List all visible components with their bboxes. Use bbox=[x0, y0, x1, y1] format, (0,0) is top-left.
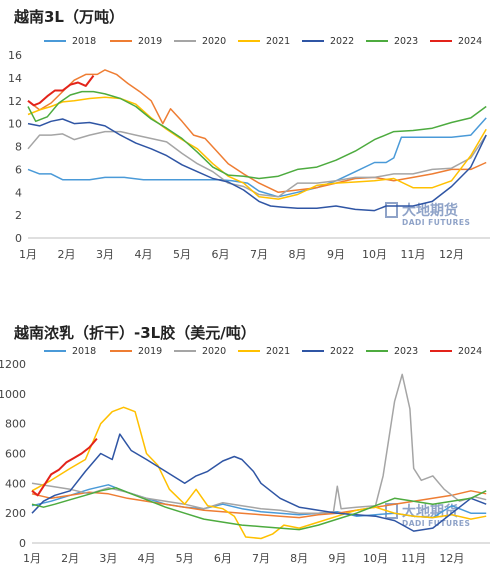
x-tick-label: 3月 bbox=[96, 248, 114, 261]
x-tick-label: 1月 bbox=[19, 248, 37, 261]
x-tick-label: 7月 bbox=[252, 552, 270, 565]
series-line-2022 bbox=[31, 433, 487, 532]
x-tick-label: 12月 bbox=[439, 552, 464, 565]
y-tick-label: 1200 bbox=[0, 358, 26, 371]
series-line-2019 bbox=[27, 69, 487, 194]
chart-title: 越南浓乳（折干）-3L胶（美元/吨） bbox=[14, 324, 256, 342]
legend-label-2021: 2021 bbox=[266, 36, 290, 47]
series-line-2020 bbox=[31, 373, 487, 514]
series-line-2024 bbox=[31, 437, 98, 497]
y-tick-label: 2 bbox=[15, 209, 22, 222]
watermark-subtext: DADI FUTURES bbox=[402, 519, 470, 528]
y-tick-label: 10 bbox=[8, 118, 22, 131]
x-tick-label: 2月 bbox=[58, 248, 76, 261]
y-tick-label: 6 bbox=[15, 163, 22, 176]
legend-label-2020: 2020 bbox=[202, 36, 226, 47]
x-tick-label: 9月 bbox=[328, 552, 346, 565]
y-tick-label: 0 bbox=[19, 537, 26, 550]
legend-label-2022: 2022 bbox=[330, 346, 354, 357]
x-tick-label: 10月 bbox=[363, 552, 388, 565]
x-tick-label: 4月 bbox=[138, 552, 156, 565]
y-tick-label: 800 bbox=[5, 418, 26, 431]
legend-label-2018: 2018 bbox=[72, 36, 96, 47]
x-tick-label: 8月 bbox=[289, 248, 307, 261]
y-tick-label: 8 bbox=[15, 141, 22, 154]
logo-mark bbox=[385, 202, 398, 218]
x-tick-label: 5月 bbox=[173, 248, 191, 261]
y-tick-label: 4 bbox=[15, 186, 22, 199]
series-line-2021 bbox=[31, 406, 487, 540]
legend-label-2023: 2023 bbox=[394, 36, 418, 47]
y-tick-label: 200 bbox=[5, 507, 26, 520]
legend-label-2024: 2024 bbox=[458, 346, 482, 357]
watermark-subtext: DADI FUTURES bbox=[402, 218, 470, 227]
y-tick-label: 0 bbox=[15, 232, 22, 245]
legend-label-2018: 2018 bbox=[72, 346, 96, 357]
legend-label-2024: 2024 bbox=[458, 36, 482, 47]
x-tick-label: 6月 bbox=[214, 552, 232, 565]
x-tick-label: 7月 bbox=[250, 248, 268, 261]
series-line-2023 bbox=[31, 487, 487, 531]
series-line-2021 bbox=[27, 96, 487, 200]
series-line-2020 bbox=[27, 130, 487, 198]
x-tick-label: 12月 bbox=[439, 248, 464, 261]
x-tick-label: 6月 bbox=[212, 248, 230, 261]
x-tick-label: 8月 bbox=[290, 552, 308, 565]
x-tick-label: 3月 bbox=[99, 552, 117, 565]
chart-panel-latex-spread: 越南浓乳（折干）-3L胶（美元/吨） 大地期货 DADI FUTURES 0 200 4… bbox=[0, 288, 500, 577]
chart-title: 越南3L（万吨） bbox=[14, 8, 124, 26]
legend-label-2019: 2019 bbox=[138, 36, 162, 47]
x-tick-label: 4月 bbox=[135, 248, 153, 261]
y-tick-label: 12 bbox=[8, 95, 22, 108]
legend-label-2020: 2020 bbox=[202, 346, 226, 357]
watermark-text: 大地期货 bbox=[402, 202, 458, 219]
x-tick-label: 11月 bbox=[401, 248, 426, 261]
legend-label-2021: 2021 bbox=[266, 346, 290, 357]
legend-label-2022: 2022 bbox=[330, 36, 354, 47]
y-tick-label: 14 bbox=[8, 72, 22, 85]
series-line-2024 bbox=[27, 75, 95, 107]
chart-panel-3l: 越南3L（万吨） 大地期货 DADI FUTURES 0 2 4 6 8 10 12 14 16 1月… bbox=[0, 0, 500, 288]
x-tick-label: 5月 bbox=[176, 552, 194, 565]
y-tick-label: 1000 bbox=[0, 388, 26, 401]
x-tick-label: 2月 bbox=[61, 552, 79, 565]
y-tick-label: 600 bbox=[5, 448, 26, 461]
x-tick-label: 11月 bbox=[401, 552, 426, 565]
legend-label-2019: 2019 bbox=[138, 346, 162, 357]
y-tick-label: 400 bbox=[5, 477, 26, 490]
series-line-2022 bbox=[27, 118, 487, 212]
x-tick-label: 10月 bbox=[362, 248, 387, 261]
series-line-2023 bbox=[27, 90, 487, 180]
legend-label-2023: 2023 bbox=[394, 346, 418, 357]
series-line-2018 bbox=[27, 117, 487, 198]
x-tick-label: 9月 bbox=[327, 248, 345, 261]
x-tick-label: 1月 bbox=[23, 552, 41, 565]
y-tick-label: 16 bbox=[8, 49, 22, 62]
